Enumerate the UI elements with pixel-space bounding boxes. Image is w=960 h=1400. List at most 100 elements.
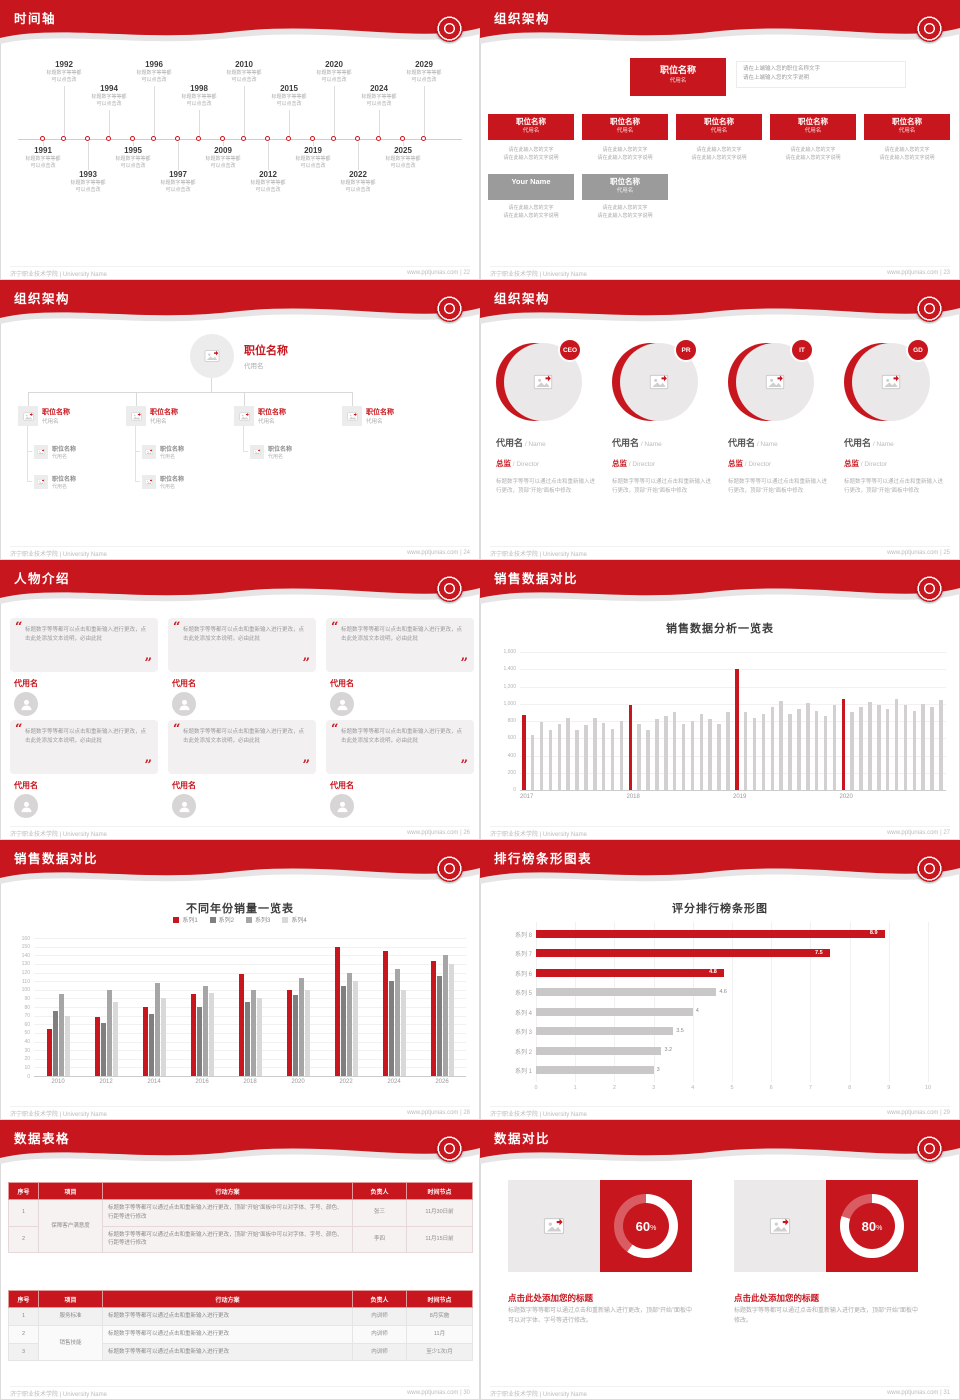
position-name: 代用名	[160, 454, 176, 460]
x-axis	[520, 790, 946, 791]
gridline	[732, 922, 733, 1082]
slide-25-org-members[interactable]: 组织架构 CEO 代用名 / Name 总监 / Director 标题数字等等可以通…	[480, 280, 960, 560]
quote-text: 标题数字等等都可以点击和重新输入进行更改，点击此处添加文本说明，必由此批	[341, 729, 463, 744]
position-title: 职位名称	[366, 409, 394, 416]
member-name-cn: 代用名	[496, 438, 524, 448]
y-axis-label: 50	[24, 1030, 30, 1037]
org-node-label: 职位名称 代用名	[150, 407, 178, 425]
slide-footer: 济宁职业技术学院 | University Name www.pptjunias…	[10, 546, 470, 558]
timeline-note: 标题数字等等都 可以点击改	[340, 180, 376, 193]
close-quote-icon: ”	[302, 656, 310, 671]
org-root-box: 职位名称 代用名	[630, 58, 726, 96]
timeline-dot	[220, 136, 225, 141]
person-card: “标题数字等等都可以点击和重新输入进行更改，点击此处添加文本说明，必由此批 ” 代用…	[326, 618, 474, 716]
slide-28-yearly-sales-chart[interactable]: 销售数据对比 不同年份销量一览表 系列1 系列2 系列3 系列4 0 10 20 30 40 5…	[0, 840, 480, 1120]
percent-sign: %	[650, 1224, 657, 1232]
image-placeholder-icon	[769, 1215, 791, 1237]
timeline-stem	[268, 142, 269, 170]
tables-canvas: 序号 项目 行动方案 负责人 时间节点 1 保障客户满意度 标题数字等等都可以通过点击和重新输…	[0, 1172, 480, 1386]
column-header: 负责人	[352, 1182, 407, 1200]
chart-title: 评分排行榜条形图	[672, 903, 768, 915]
org-note: 请在此输入您的文字 请在此输入您的文字说明	[785, 147, 841, 161]
timeline-dot	[61, 136, 66, 141]
bar	[536, 968, 725, 977]
table-cell: 内训师	[352, 1324, 407, 1344]
gridline	[575, 922, 577, 1082]
position-title: 职位名称	[52, 477, 77, 483]
timeline-year: 1992	[55, 60, 73, 69]
image-placeholder-icon	[881, 372, 901, 392]
column-header: 行动方案	[102, 1182, 353, 1200]
table-row: 1 服务标准 标题数字等等都可以通过点击和重新输入进行更改 内训师 8月实施	[8, 1307, 473, 1326]
bar	[664, 715, 668, 790]
slide-23-org-structure[interactable]: 组织架构 职位名称 代用名 请在上端输入您的职位名称文字 请在上端输入您的文字说明职…	[480, 0, 960, 280]
quote-text: 标题数字等等都可以点击和重新输入进行更改，点击此处添加文本说明，必由此批	[183, 729, 305, 744]
slide-30-data-tables[interactable]: 数据表格 序号 项目 行动方案 负责人 时间节点 1 保障客户满意度 标题数字等等都可以通过点…	[0, 1120, 480, 1400]
position-title: 职位名称	[268, 447, 293, 453]
timeline-note: 标题数字等等都 可以点击改	[271, 94, 307, 107]
role-badge: CEO	[558, 338, 582, 362]
person-avatar-icon	[330, 794, 354, 818]
person-name: 代用名	[330, 781, 354, 790]
slide-24-org-tree[interactable]: 组织架构 职位名称 代用名 职位名称 代用名 职位名称 代用名 职位名称 代用名 职位名称 代用名…	[0, 280, 480, 560]
slide-title: 排行榜条形图表	[494, 852, 593, 866]
member-role-en: / Director	[743, 461, 772, 468]
member-avatar: GD	[844, 338, 932, 424]
bar	[190, 994, 196, 1076]
timeline-year: 2029	[415, 60, 433, 69]
table-cell: 内训师	[352, 1307, 407, 1326]
open-quote-icon: “	[331, 620, 339, 635]
timeline-dot	[376, 136, 381, 141]
table-cell: 2	[8, 1225, 39, 1254]
position-name: 代用名	[898, 128, 916, 135]
timeline-year: 2010	[235, 60, 253, 69]
org-position-box: 职位名称 代用名	[770, 114, 856, 140]
bar	[681, 724, 686, 790]
position-name: 代用名	[52, 484, 68, 490]
bar	[548, 729, 553, 790]
column-header: 项目	[38, 1182, 103, 1200]
timeline-stem	[403, 142, 404, 146]
slide-29-ranking-chart[interactable]: 排行榜条形图表 评分排行榜条形图 0 1 2 3 4 5 6 7 8 9 10 系列 8 8.9 系列 7…	[480, 840, 960, 1120]
bar	[430, 961, 436, 1076]
slide-22-timeline[interactable]: 时间轴 1992 标题数字等等都 可以点击改 1994 标题数字等等都 可以点击改 19…	[0, 0, 480, 280]
gridline	[928, 922, 929, 1082]
bar-chart: 销售数据分析一览表 0 200 400 600 800 1,000 1,200 1,400 1,…	[480, 612, 960, 826]
image-placeholder-icon	[234, 406, 254, 426]
value-label: 4	[695, 1008, 699, 1015]
member-card: CEO 代用名 / Name 总监 / Director 标题数字等等可以通过点击和重…	[496, 338, 602, 497]
gridline	[34, 1015, 466, 1017]
position-name: 代用名	[804, 128, 822, 135]
position-name: 代用名	[150, 419, 167, 425]
gridline	[34, 1041, 466, 1043]
member-name-en: / Name	[639, 441, 662, 448]
bar	[584, 725, 588, 790]
bar	[244, 1001, 250, 1076]
gridline	[520, 669, 946, 671]
timeline-note: 标题数字等等都 可以点击改	[361, 94, 397, 107]
footer-school: 济宁职业技术学院 | University Name	[10, 1391, 107, 1398]
bar	[539, 721, 544, 790]
bar	[832, 705, 837, 790]
quote-card: “标题数字等等都可以点击和重新输入进行更改，点击此处添加文本说明，必由此批 ”	[168, 618, 316, 672]
bar	[196, 1007, 202, 1076]
legend-label: 系列2	[218, 918, 234, 924]
slide-27-sales-chart[interactable]: 销售数据对比 销售数据分析一览表 0 200 400 600 800 1,000 1,200…	[480, 560, 960, 840]
gridline	[520, 686, 946, 688]
bar	[619, 721, 624, 790]
y-axis-label: 0	[513, 787, 516, 793]
org-position-box: 职位名称 代用名	[582, 114, 668, 140]
position-name: 代用名	[268, 454, 284, 460]
position-title: 职位名称	[52, 447, 77, 453]
chart-title: 不同年份销量一览表	[186, 903, 294, 915]
header-wave	[480, 280, 960, 332]
category-label: 系列 2	[514, 1049, 532, 1056]
position-title: 职位名称	[160, 477, 185, 483]
role-badge: GD	[906, 338, 930, 362]
slide-26-people-intro[interactable]: 人物介绍 “标题数字等等都可以点击和重新输入进行更改，点击此处添加文本说明，必由…	[0, 560, 480, 840]
bar	[912, 710, 916, 790]
timeline-entry: 1992 标题数字等等都 可以点击改	[41, 60, 87, 84]
gridline	[520, 652, 946, 653]
timeline-entry: 2015 标题数字等等都 可以点击改	[266, 84, 312, 108]
slide-31-data-comparison[interactable]: 数据对比 60% 点击此处添加您的标题 标题数字等等都可以通过点击和重新输入进行更改…	[480, 1120, 960, 1400]
